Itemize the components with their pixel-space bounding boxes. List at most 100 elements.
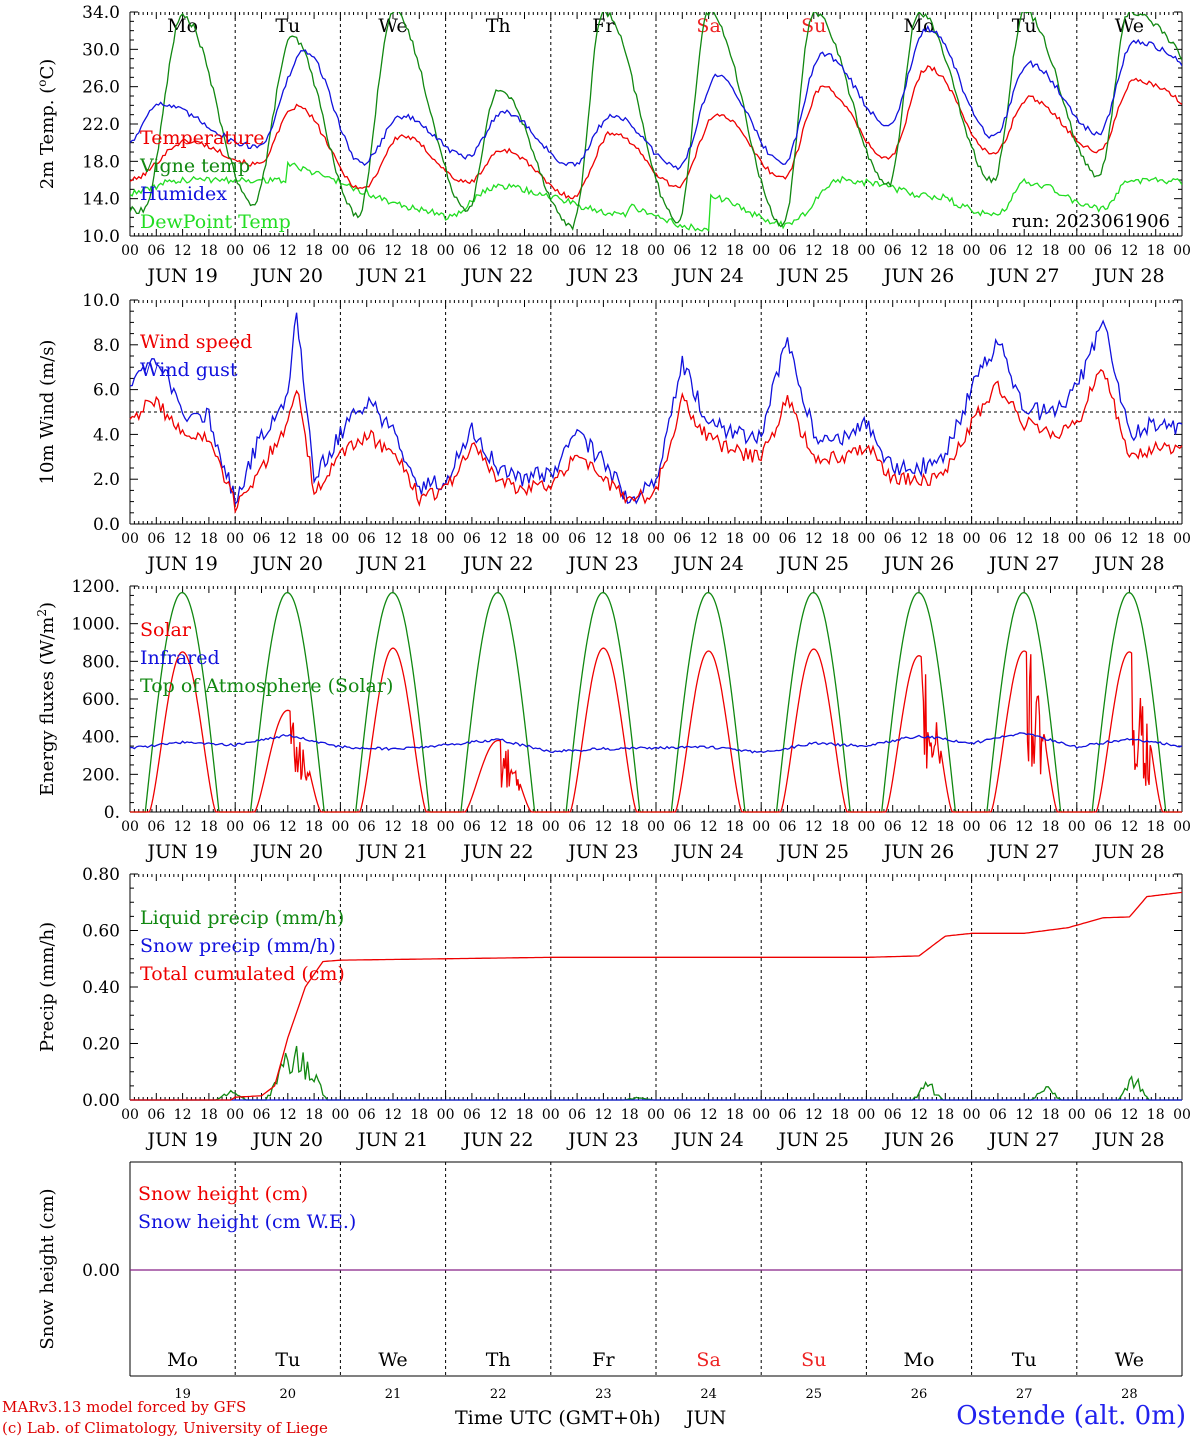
wind-hour-tick-label: 12: [594, 531, 612, 547]
energy-hour-tick-label: 18: [305, 819, 323, 835]
energy-date-label: JUN 21: [356, 841, 428, 863]
snow-day-number-label: 23: [595, 1387, 612, 1402]
wind-hour-tick-label: 18: [200, 531, 218, 547]
snow-weekday-label: Tu: [1012, 1349, 1037, 1371]
energy-hour-tick-label: 06: [1094, 819, 1112, 835]
precip-y-tick-label: 0.60: [82, 922, 120, 942]
wind-hour-tick-label: 00: [1068, 531, 1086, 547]
wind-hour-tick-label: 00: [121, 531, 139, 547]
precip-hour-tick-label: 00: [121, 1107, 139, 1123]
temperature-y-tick-label: 10.0: [82, 227, 120, 247]
precip-hour-tick-label: 00: [963, 1107, 981, 1123]
precip-date-label: JUN 24: [671, 1129, 743, 1151]
precip-hour-tick-label: 18: [726, 1107, 744, 1123]
energy-hour-tick-label: 18: [516, 819, 534, 835]
temperature-date-label: JUN 24: [671, 265, 743, 287]
snow-weekday-label: Sa: [696, 1349, 720, 1371]
temperature-legend-entry: Vigne temp: [139, 155, 250, 177]
temperature-series-3: [130, 160, 1182, 232]
temperature-hour-tick-label: 12: [700, 243, 718, 259]
energy-hour-tick-label: 00: [226, 819, 244, 835]
energy-date-label: JUN 27: [987, 841, 1059, 863]
energy-hour-tick-label: 12: [489, 819, 507, 835]
energy-y-tick-label: 800.: [82, 652, 120, 672]
energy-hour-tick-label: 06: [253, 819, 271, 835]
wind-hour-tick-label: 06: [147, 531, 165, 547]
temperature-date-label: JUN 21: [356, 265, 428, 287]
wind-hour-tick-label: 06: [884, 531, 902, 547]
wind-hour-tick-label: 00: [331, 531, 349, 547]
energy-date-label: JUN 24: [671, 841, 743, 863]
precip-hour-tick-label: 00: [647, 1107, 665, 1123]
energy-hour-tick-label: 18: [936, 819, 954, 835]
wind-date-label: JUN 22: [461, 553, 533, 575]
precip-y-tick-label: 0.00: [82, 1091, 120, 1111]
temperature-hour-tick-label: 06: [463, 243, 481, 259]
energy-date-label: JUN 22: [461, 841, 533, 863]
wind-series-1: [129, 312, 1183, 506]
energy-date-label: JUN 20: [251, 841, 323, 863]
temperature-hour-tick-label: 00: [121, 243, 139, 259]
energy-date-label: JUN 28: [1092, 841, 1164, 863]
temperature-hour-tick-label: 18: [726, 243, 744, 259]
wind-legend-entry: Wind speed: [140, 331, 252, 353]
snow-weekday-label: Tu: [275, 1349, 300, 1371]
energy-y-tick-label: 200.: [82, 765, 120, 785]
snow-legend-entry: Snow height (cm): [138, 1183, 308, 1205]
time-axis-title: Time UTC (GMT+0h): [455, 1407, 661, 1429]
precip-hour-tick-label: 12: [1015, 1107, 1033, 1123]
energy-hour-tick-label: 12: [805, 819, 823, 835]
energy-date-label: JUN 23: [566, 841, 638, 863]
wind-date-label: JUN 25: [777, 553, 849, 575]
snow-day-number-label: 25: [806, 1387, 823, 1402]
precip-hour-tick-label: 18: [516, 1107, 534, 1123]
precip-date-label: JUN 20: [251, 1129, 323, 1151]
energy-hour-tick-label: 06: [568, 819, 586, 835]
energy-series-solar: [130, 647, 1182, 813]
wind-hour-tick-label: 12: [1015, 531, 1033, 547]
energy-date-label: JUN 19: [145, 841, 217, 863]
energy-hour-tick-label: 12: [1120, 819, 1138, 835]
temperature-hour-tick-label: 00: [226, 243, 244, 259]
wind-y-tick-label: 6.0: [93, 381, 120, 401]
wind-legend-entry: Wind gust: [140, 359, 238, 381]
wind-hour-tick-label: 18: [305, 531, 323, 547]
temperature-date-label: JUN 20: [251, 265, 323, 287]
credit-model: MARv3.13 model forced by GFS: [2, 1398, 247, 1416]
energy-hour-tick-label: 06: [147, 819, 165, 835]
wind-hour-tick-label: 12: [489, 531, 507, 547]
energy-hour-tick-label: 06: [673, 819, 691, 835]
precip-hour-tick-label: 12: [700, 1107, 718, 1123]
wind-date-label: JUN 26: [882, 553, 954, 575]
wind-hour-tick-label: 12: [910, 531, 928, 547]
wind-hour-tick-label: 12: [384, 531, 402, 547]
temperature-hour-tick-label: 00: [331, 243, 349, 259]
snow-day-number-label: 21: [385, 1387, 402, 1402]
precip-hour-tick-label: 12: [1120, 1107, 1138, 1123]
temperature-weekday-label: Mo: [167, 15, 198, 37]
wind-hour-tick-label: 18: [831, 531, 849, 547]
energy-hour-tick-label: 18: [410, 819, 428, 835]
temperature-legend-entry: DewPoint Temp: [140, 211, 291, 233]
energy-hour-tick-label: 06: [989, 819, 1007, 835]
precip-hour-tick-label: 00: [437, 1107, 455, 1123]
precip-hour-tick-label: 18: [1042, 1107, 1060, 1123]
energy-legend-entry: Top of Atmosphere (Solar): [140, 675, 393, 697]
energy-y-tick-label: 0.: [104, 803, 120, 823]
precip-hour-tick-label: 06: [147, 1107, 165, 1123]
precip-date-label: JUN 25: [777, 1129, 849, 1151]
temperature-date-label: JUN 27: [987, 265, 1059, 287]
temperature-series-1: [130, 12, 1182, 231]
temperature-hour-tick-label: 12: [1120, 243, 1138, 259]
temperature-hour-tick-label: 18: [410, 243, 428, 259]
energy-hour-tick-label: 06: [358, 819, 376, 835]
temperature-hour-tick-label: 18: [1042, 243, 1060, 259]
snow-day-number-label: 22: [490, 1387, 507, 1402]
energy-hour-tick-label: 00: [1068, 819, 1086, 835]
wind-hour-tick-label: 00: [647, 531, 665, 547]
temperature-y-tick-label: 14.0: [82, 190, 120, 210]
precip-hour-tick-label: 06: [568, 1107, 586, 1123]
wind-y-tick-label: 2.0: [93, 470, 120, 490]
energy-hour-tick-label: 18: [1042, 819, 1060, 835]
energy-hour-tick-label: 18: [1147, 819, 1165, 835]
